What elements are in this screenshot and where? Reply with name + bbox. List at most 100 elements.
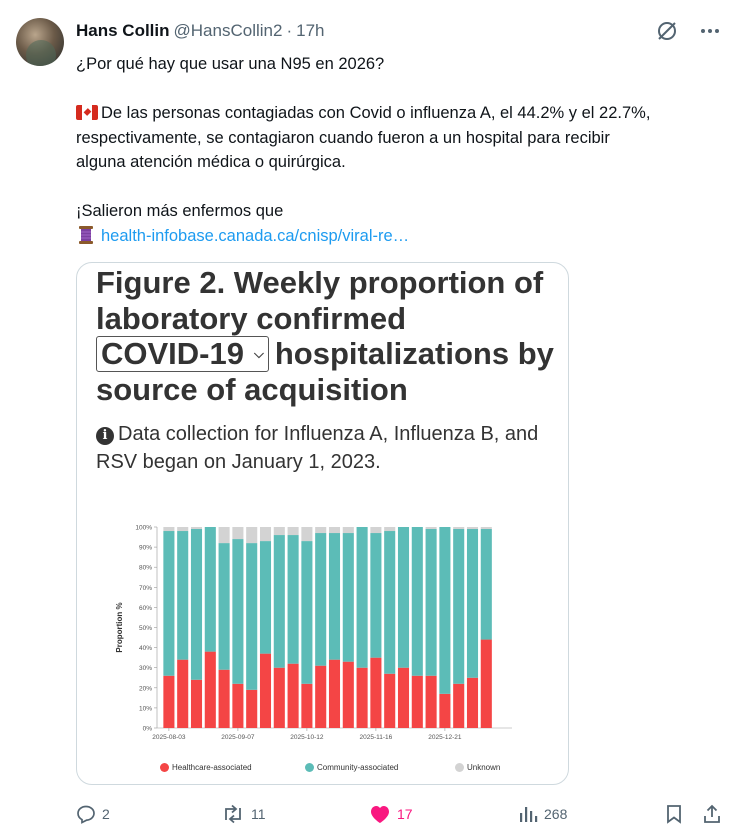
bar-segment bbox=[273, 535, 285, 668]
top-right-icons bbox=[656, 20, 720, 42]
bar-segment bbox=[287, 663, 299, 728]
bar-segment bbox=[425, 529, 437, 676]
bar-segment bbox=[177, 659, 189, 728]
disease-select: COVID-19 ⌵ bbox=[96, 336, 269, 372]
media-card[interactable]: Figure 2. Weekly proportion of laborator… bbox=[76, 262, 569, 785]
views-button[interactable]: 268 bbox=[518, 804, 567, 824]
repost-count: 11 bbox=[251, 806, 266, 822]
bar-segment bbox=[232, 539, 244, 684]
y-tick-label: 20% bbox=[139, 685, 152, 692]
bar-segment bbox=[301, 541, 313, 684]
chevron-down-icon: ⌵ bbox=[253, 346, 264, 361]
author-name[interactable]: Hans Collin bbox=[76, 21, 170, 40]
source-link[interactable]: health-infobase.canada.ca/cnisp/viral-re… bbox=[101, 226, 410, 245]
legend-swatch bbox=[455, 763, 464, 772]
y-tick-label: 70% bbox=[139, 585, 152, 592]
bar-segment bbox=[218, 669, 230, 728]
bar-segment bbox=[315, 527, 327, 534]
bar-segment bbox=[411, 527, 423, 676]
post-text-line: De las personas contagiadas con Covid o … bbox=[76, 101, 716, 126]
bookmark-button[interactable] bbox=[665, 804, 683, 824]
legend-label: Healthcare-associated bbox=[172, 763, 252, 772]
y-tick-label: 30% bbox=[139, 665, 152, 672]
bar-segment bbox=[328, 527, 341, 534]
bar-segment bbox=[480, 527, 492, 530]
bar-segment bbox=[315, 533, 327, 666]
bar-segment bbox=[453, 683, 465, 728]
bar-segment bbox=[190, 527, 203, 530]
bar-segment bbox=[301, 683, 313, 728]
like-count: 17 bbox=[397, 806, 413, 822]
repost-button[interactable]: 11 bbox=[221, 804, 266, 824]
post-link-line: health-infobase.canada.ca/cnisp/viral-re… bbox=[76, 224, 716, 249]
bar-segment bbox=[453, 527, 465, 530]
bar-segment bbox=[273, 527, 285, 536]
x-tick-label: 2025-08-03 bbox=[152, 734, 186, 741]
heart-icon bbox=[371, 806, 389, 823]
bar-segment bbox=[177, 527, 189, 532]
bar-segment bbox=[466, 527, 479, 530]
bar-segment bbox=[301, 527, 313, 542]
bar-segment bbox=[204, 527, 216, 652]
y-tick-label: 90% bbox=[139, 545, 152, 552]
bar-segment bbox=[466, 529, 479, 678]
bar-segment bbox=[397, 527, 410, 668]
repost-icon bbox=[225, 804, 241, 824]
legend-item[interactable]: Community-associated bbox=[305, 763, 398, 772]
bar-segment bbox=[356, 527, 368, 668]
bar-segment bbox=[370, 657, 382, 728]
share-icon bbox=[704, 804, 720, 823]
bar-segment bbox=[411, 675, 423, 728]
bar-segment bbox=[287, 527, 299, 536]
y-axis-label: Proportion % bbox=[115, 602, 124, 652]
post-text-line: ¡Salieron más enfermos que bbox=[76, 202, 284, 220]
reply-button[interactable]: 2 bbox=[76, 804, 110, 824]
views-count: 268 bbox=[544, 806, 568, 822]
legend-swatch bbox=[305, 763, 314, 772]
bar-segment bbox=[273, 667, 285, 728]
bar-segment bbox=[163, 531, 175, 676]
x-tick-label: 2025-10-12 bbox=[290, 734, 324, 741]
bar-segment bbox=[342, 533, 354, 662]
bar-segment bbox=[480, 639, 492, 728]
y-tick-label: 40% bbox=[139, 645, 152, 652]
author-avatar[interactable] bbox=[16, 18, 64, 66]
bar-segment bbox=[246, 689, 258, 728]
post-body: ¿Por qué hay que usar una N95 en 2026? D… bbox=[76, 52, 716, 248]
bar-segment bbox=[384, 527, 396, 532]
info-icon: i bbox=[96, 427, 114, 445]
legend-item[interactable]: Healthcare-associated bbox=[160, 763, 252, 772]
bar-segment bbox=[287, 535, 299, 664]
bar-segment bbox=[190, 679, 203, 728]
more-options-icon[interactable] bbox=[700, 28, 720, 34]
bar-segment bbox=[163, 527, 175, 532]
canada-flag-icon bbox=[76, 105, 98, 120]
bar-segment bbox=[397, 667, 410, 728]
y-tick-label: 100% bbox=[135, 525, 152, 532]
bar-segment bbox=[259, 527, 272, 542]
legend-label: Community-associated bbox=[317, 763, 399, 772]
post-time[interactable]: 17h bbox=[296, 21, 325, 40]
x-tick-label: 2025-11-16 bbox=[360, 734, 393, 741]
like-button[interactable]: 17 bbox=[369, 804, 413, 824]
bar-segment bbox=[190, 529, 203, 680]
post-text-line: alguna atención médica o quirúrgica. bbox=[76, 153, 346, 171]
bookmark-icon bbox=[667, 805, 681, 824]
bar-segment bbox=[246, 527, 258, 544]
bar-segment bbox=[370, 533, 382, 658]
spool-of-thread-icon bbox=[79, 225, 93, 244]
bar-segment bbox=[315, 665, 327, 728]
stacked-bar-chart: 0% 10% 20% 30% 40% 50% 60% 70% 80% 90% 100% Proport… bbox=[115, 525, 512, 741]
x-tick-label: 2025-09-07 bbox=[221, 734, 255, 741]
share-button[interactable] bbox=[702, 804, 722, 824]
bar-segment bbox=[218, 543, 230, 670]
legend-swatch bbox=[160, 763, 169, 772]
bar-segment bbox=[466, 677, 479, 728]
bar-segment bbox=[425, 675, 437, 728]
grok-icon[interactable] bbox=[656, 20, 678, 42]
author-handle[interactable]: @HansCollin2 bbox=[173, 21, 283, 40]
legend-item[interactable]: Unknown bbox=[455, 763, 500, 772]
bar-segment bbox=[453, 529, 465, 684]
bar-segment bbox=[356, 667, 368, 728]
bar-segment bbox=[177, 531, 189, 660]
